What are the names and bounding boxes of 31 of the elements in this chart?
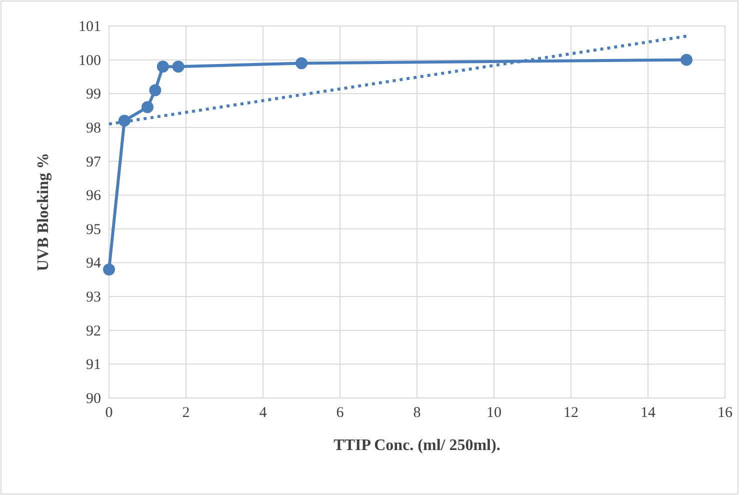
point xyxy=(156,60,169,73)
point xyxy=(680,54,692,66)
point xyxy=(149,84,162,96)
y-tick-label: 101 xyxy=(78,19,101,35)
x-axis-title: TTIP Conc. (ml/ 250ml). xyxy=(334,437,500,454)
x-tick-label: 12 xyxy=(564,405,578,421)
x-tick-label: 14 xyxy=(640,405,656,421)
y-tick-label: 100 xyxy=(78,52,101,69)
x-tick-label: 8 xyxy=(413,405,421,421)
point xyxy=(142,101,154,114)
y-tick-label: 98 xyxy=(86,120,101,136)
point xyxy=(103,263,115,276)
x-tick-label: 2 xyxy=(182,405,190,421)
y-tick-label: 96 xyxy=(86,188,102,204)
y-axis-title: UVB Blocking % xyxy=(35,152,52,272)
x-tick-label: 6 xyxy=(336,405,344,421)
point xyxy=(118,114,130,127)
y-tick-label: 93 xyxy=(86,290,101,306)
x-tick-label: 16 xyxy=(718,405,733,421)
y-tick-label: 92 xyxy=(86,323,101,340)
point xyxy=(172,60,184,73)
y-tick-label: 90 xyxy=(86,391,101,407)
x-tick-label: 0 xyxy=(105,405,113,421)
x-tick-label: 10 xyxy=(486,405,502,421)
y-tick-label: 91 xyxy=(86,357,101,374)
y-tick-label: 95 xyxy=(86,222,101,238)
y-tick-label: 97 xyxy=(86,154,102,170)
x-tick-label: 4 xyxy=(259,405,268,421)
y-tick-label: 94 xyxy=(86,256,102,272)
y-tick-label: 99 xyxy=(86,86,101,103)
point xyxy=(296,57,308,70)
